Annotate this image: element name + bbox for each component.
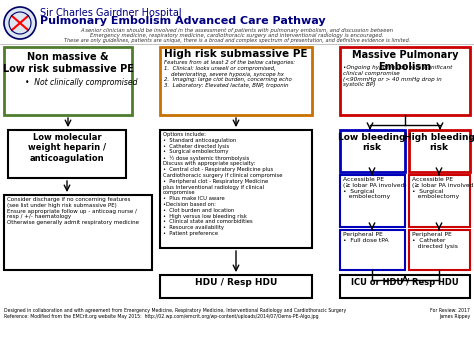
- Text: Features from at least 2 of the below categories:
1.  Clinical: looks unwell or : Features from at least 2 of the below ca…: [164, 60, 295, 88]
- Text: •Ongoing hypotension with significant
clinical compromise
(<90mmHg or > 40 mmHg : •Ongoing hypotension with significant cl…: [343, 65, 452, 87]
- Bar: [4, 47, 132, 115]
- Text: For Review: 2017
James Rippey: For Review: 2017 James Rippey: [430, 308, 470, 319]
- Text: High bleeding
risk: High bleeding risk: [403, 133, 474, 152]
- Text: Accessible PE
(≥ lobar PA involved)
•  Surgical
   embolectomy: Accessible PE (≥ lobar PA involved) • Su…: [412, 177, 474, 200]
- Text: HDU / Resp HDU: HDU / Resp HDU: [195, 278, 277, 287]
- Text: Low molecular
weight heparin /
anticoagulation: Low molecular weight heparin / anticoagu…: [28, 133, 106, 163]
- Text: Peripheral PE
•  Catheter
   directed lysis: Peripheral PE • Catheter directed lysis: [412, 232, 458, 248]
- Bar: [8, 130, 126, 178]
- Text: A senior clinician should be involved in the assessment of patients with pulmona: A senior clinician should be involved in…: [81, 28, 393, 33]
- Bar: [160, 47, 312, 115]
- Bar: [340, 130, 405, 172]
- Bar: [409, 130, 470, 172]
- Bar: [160, 130, 312, 248]
- Text: Pulmonary Embolism Advanced Care Pathway: Pulmonary Embolism Advanced Care Pathway: [40, 16, 326, 26]
- Bar: [340, 230, 405, 270]
- Bar: [340, 275, 470, 298]
- Text: Reference: Modified from the EMCrit.org website May 2015:  http://02.wp.com/emcr: Reference: Modified from the EMCrit.org …: [4, 314, 319, 319]
- Bar: [409, 230, 470, 270]
- Text: ICU or HDU / Resp HDU: ICU or HDU / Resp HDU: [351, 278, 459, 287]
- Text: Peripheral PE
•  Full dose tPA: Peripheral PE • Full dose tPA: [343, 232, 389, 243]
- Text: Options include:
•  Standard anticoagulation
•  Catheter directed lysis
•  Surgi: Options include: • Standard anticoagulat…: [163, 132, 283, 236]
- Text: High risk submassive PE: High risk submassive PE: [164, 49, 308, 59]
- Bar: [409, 175, 470, 227]
- Text: Accessible PE
(≥ lobar PA involved)
•  Surgical
   embolectomy: Accessible PE (≥ lobar PA involved) • Su…: [343, 177, 407, 200]
- Text: Low bleeding
risk: Low bleeding risk: [338, 133, 406, 152]
- Bar: [340, 175, 405, 227]
- Bar: [4, 195, 152, 270]
- Bar: [340, 47, 470, 115]
- Text: Sir Charles Gairdner Hospital: Sir Charles Gairdner Hospital: [40, 8, 182, 18]
- Text: Non massive &
Low risk submassive PE: Non massive & Low risk submassive PE: [2, 52, 134, 73]
- Text: These are only guidelines, patients are unique, there is a broad and complex spe: These are only guidelines, patients are …: [64, 38, 410, 43]
- Bar: [160, 275, 312, 298]
- Text: Consider discharge if no concerning features
(see list under high risk submassiv: Consider discharge if no concerning feat…: [7, 197, 139, 225]
- Circle shape: [4, 7, 36, 39]
- Text: •  Not clinically compromised: • Not clinically compromised: [25, 78, 137, 87]
- Text: Emergency medicine, respiratory medicine, cardiothoracic surgery and interventio: Emergency medicine, respiratory medicine…: [90, 33, 384, 38]
- Text: Massive Pulmonary
Embolism: Massive Pulmonary Embolism: [352, 50, 458, 72]
- Text: Designed in collaboration and with agreement from Emergency Medicine, Respirator: Designed in collaboration and with agree…: [4, 308, 346, 313]
